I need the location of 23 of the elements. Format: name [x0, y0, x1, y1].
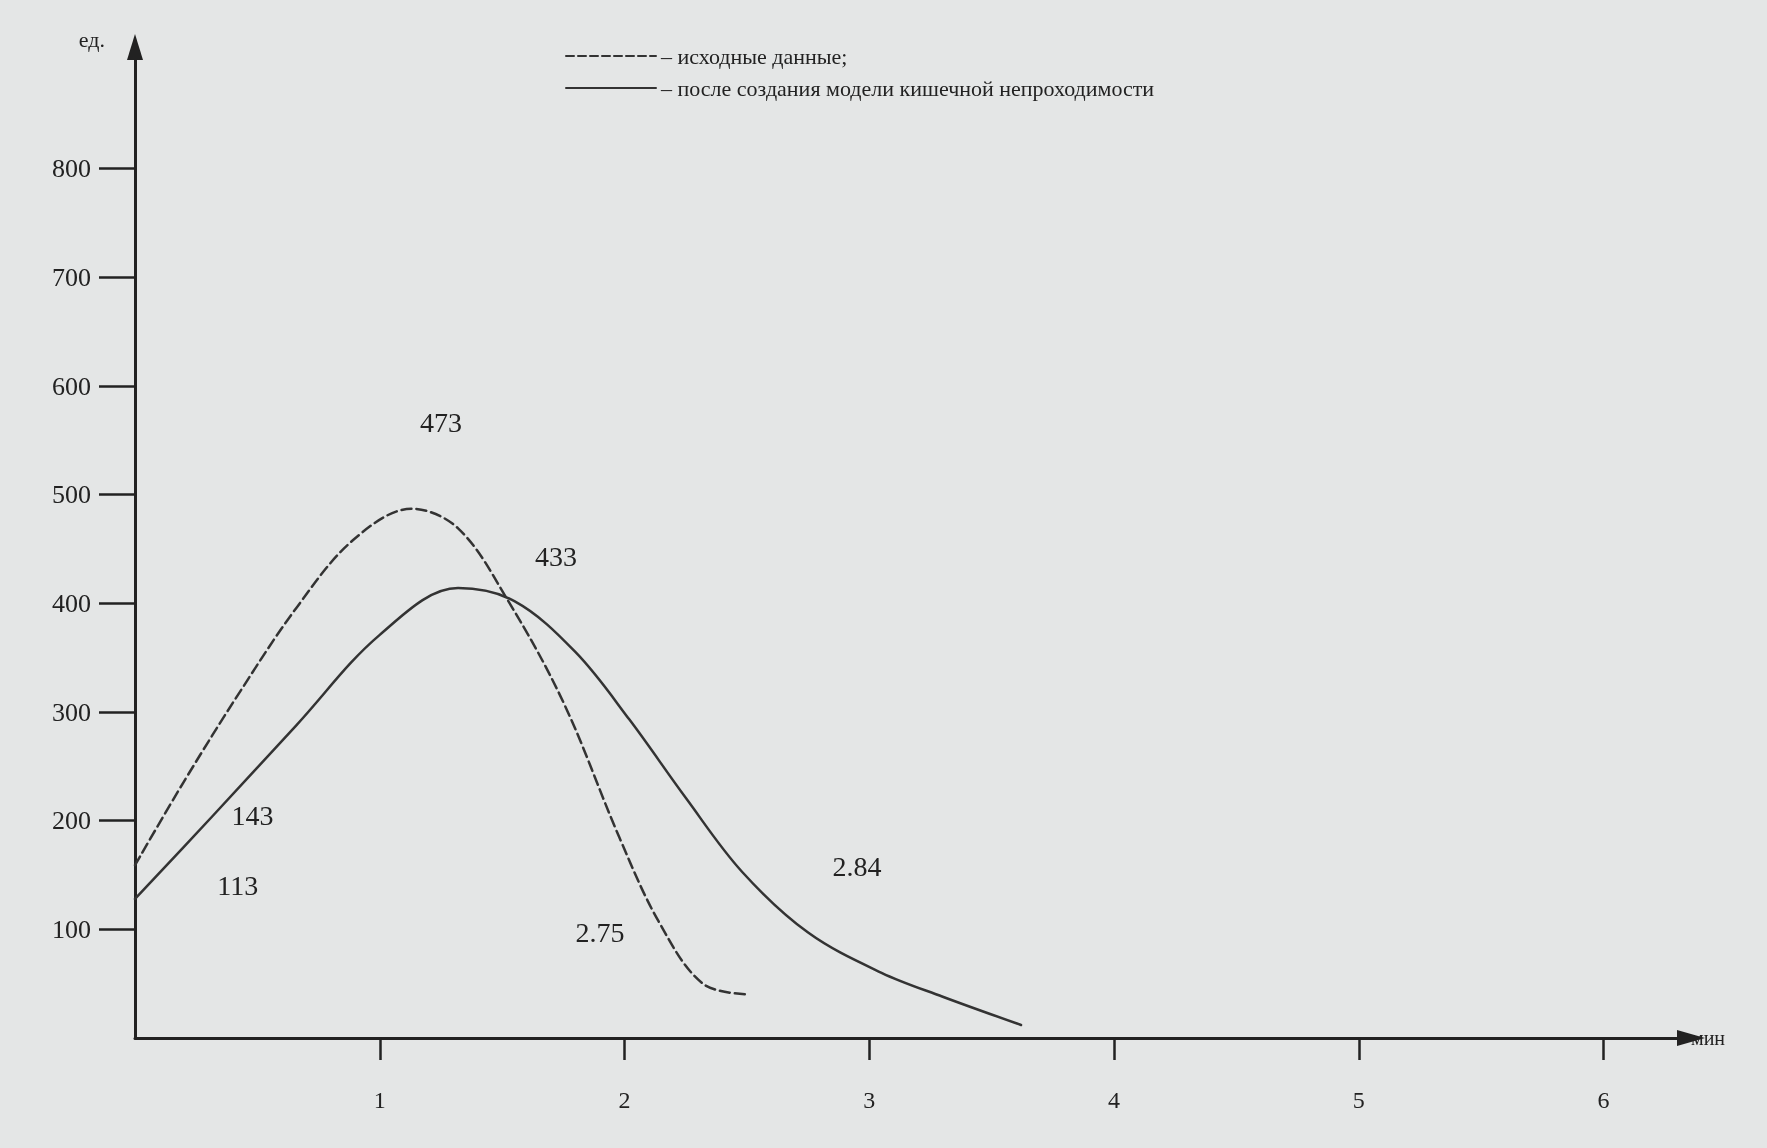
x-tick-label: 1: [373, 1087, 386, 1113]
y-tick-label: 300: [52, 697, 91, 727]
y-tick-label: 200: [52, 806, 91, 836]
y-axis-title: ед.: [78, 26, 105, 52]
annotation: 473: [419, 407, 462, 439]
y-tick-label: 600: [52, 371, 91, 401]
y-tick-label: 400: [52, 588, 91, 618]
x-tick-label: 3: [863, 1087, 876, 1113]
x-tick-label: 2: [618, 1087, 631, 1113]
y-tick-label: 700: [52, 262, 91, 292]
x-tick-label: 6: [1597, 1087, 1610, 1113]
annotation: 433: [534, 541, 577, 573]
annotation: 2.75: [575, 917, 625, 949]
y-tick-label: 500: [52, 480, 91, 510]
y-tick-label: 100: [52, 914, 91, 944]
annotation: 113: [217, 870, 259, 902]
legend-label: – после создания модели кишечной непроходимости: [660, 75, 1155, 101]
annotation: 143: [231, 799, 274, 831]
annotation: 2.84: [832, 850, 882, 882]
legend-label: – исходные данные;: [660, 43, 848, 69]
x-tick-label: 5: [1352, 1087, 1365, 1113]
y-tick-label: 800: [52, 154, 91, 184]
x-tick-label: 4: [1108, 1087, 1121, 1113]
